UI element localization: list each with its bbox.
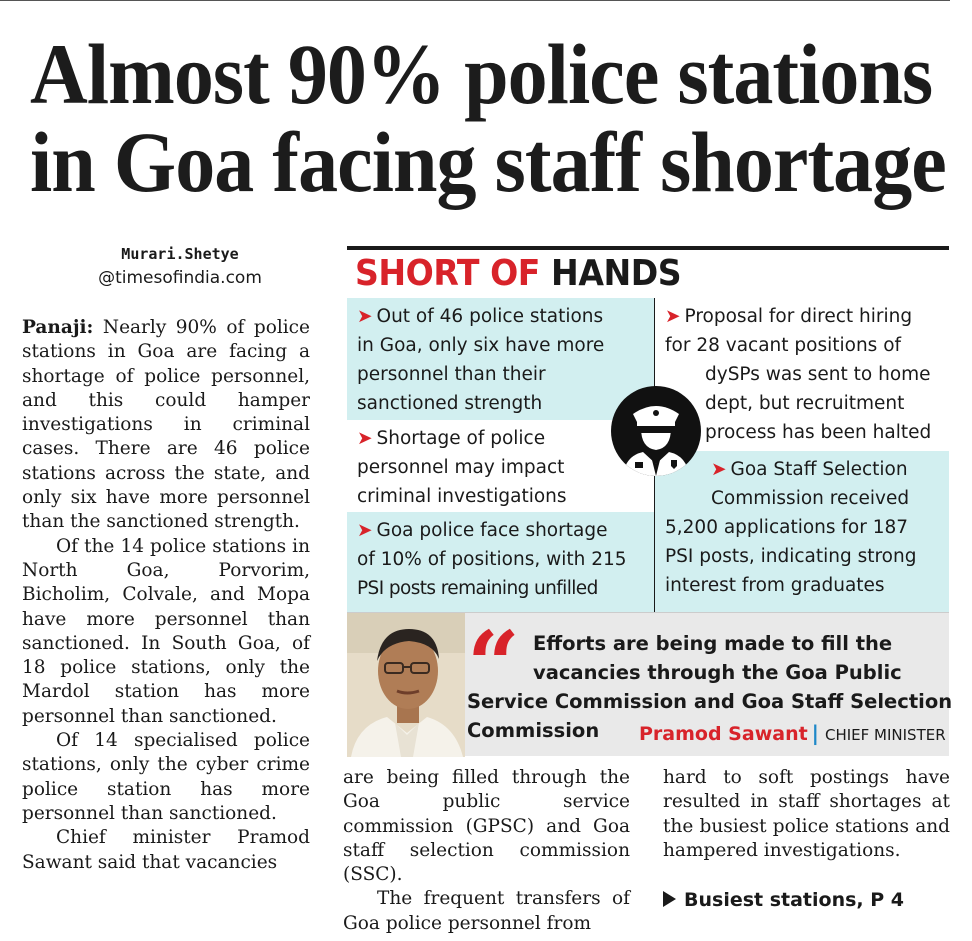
quote-line: Service Commission and Goa Staff Selecti… — [467, 690, 953, 713]
top-rule — [0, 0, 950, 4]
infobox-item: ➤ Shortage of police personnel may impact… — [347, 420, 654, 512]
article-column-2: are being filled through the Goa public … — [343, 766, 630, 936]
infobox-item: ➤ Out of 46 police stations in Goa, only … — [347, 298, 654, 420]
article-column-3: hard to soft postings have resulted in s… — [663, 766, 950, 863]
play-arrow-icon — [663, 891, 676, 907]
infobox-line: dySPs was sent to home — [705, 364, 931, 385]
crossref-text: Busiest stations, P 4 — [684, 889, 905, 911]
quote-marks-icon: “ — [467, 611, 520, 719]
infobox-line: Goa police face shortage — [376, 520, 608, 541]
infobox-rule — [347, 246, 949, 250]
chevron-right-icon: ➤ — [357, 520, 373, 541]
infobox-line: dept, but recruitment — [705, 393, 905, 414]
article-paragraph-7: hard to soft postings have resulted in s… — [663, 767, 950, 861]
separator: | — [811, 721, 819, 745]
infobox-line: Out of 46 police stations — [376, 306, 604, 327]
infobox-line: criminal investigations — [357, 486, 567, 507]
article-paragraph-3: Of 14 specialised police stations, only … — [22, 730, 310, 824]
crossref-link[interactable]: Busiest stations, P 4 — [663, 889, 904, 911]
byline-email: @timesofindia.com — [98, 268, 262, 288]
infobox-line: interest from graduates — [665, 575, 885, 596]
infobox-line: personnel may impact — [357, 457, 565, 478]
infobox-line: Proposal for direct hiring — [684, 306, 913, 327]
infobox-item: ➤ Goa police face shortage of 10% of posi… — [347, 512, 654, 612]
article-column-1: Panaji: Nearly 90% of police stations in… — [22, 316, 310, 875]
chevron-right-icon: ➤ — [711, 459, 727, 480]
infobox-item: ➤ Proposal for direct hiring for 28 vacan… — [654, 298, 949, 451]
article-paragraph-6: The frequent transfers of Goa police per… — [343, 888, 630, 934]
speaker-role: CHIEF MINISTER — [824, 726, 946, 744]
police-officer-icon — [611, 386, 701, 476]
infobox-line: personnel than their — [357, 364, 546, 385]
infobox-line: 5,200 applications for 187 — [665, 517, 909, 538]
infobox-line: Commission received — [711, 488, 910, 509]
infobox-line: process has been halted — [705, 422, 932, 443]
infobox-line: sanctioned strength — [357, 393, 543, 414]
infobox-line: PSI posts remaining unfilled — [357, 578, 598, 599]
dateline: Panaji: — [22, 317, 94, 338]
infobox-item: ➤ Goa Staff Selection Commission received… — [654, 451, 949, 612]
byline: Murari.Shetye @timesofindia.com — [60, 242, 300, 290]
quote-text: Efforts are being made to fill the vacan… — [467, 629, 953, 745]
infobox-line: of 10% of positions, with 215 — [357, 549, 627, 570]
chevron-right-icon: ➤ — [357, 428, 373, 449]
chevron-right-icon: ➤ — [357, 306, 373, 327]
speaker-photo — [347, 613, 465, 757]
quote-attribution: Pramod Sawant | CHIEF MINISTER — [639, 721, 946, 745]
article-paragraph-1: Panaji: Nearly 90% of police stations in… — [22, 316, 310, 535]
article-paragraph-1-text: Nearly 90% of police stations in Goa are… — [22, 317, 310, 533]
infobox-title-dark: HANDS — [551, 253, 682, 294]
infobox-title-red: SHORT OF — [355, 253, 540, 294]
speaker-name: Pramod Sawant — [639, 723, 808, 745]
article-paragraph-5: are being filled through the Goa public … — [343, 767, 630, 886]
article-paragraph-2: Of the 14 police stations in North Goa, … — [22, 535, 310, 727]
infobox-grid: ➤ Out of 46 police stations in Goa, only … — [347, 298, 949, 612]
quote-line: Efforts are being made to fill the — [533, 632, 893, 655]
headline-line-2: in Goa facing staff shortage — [30, 114, 947, 210]
quote-box: “ Efforts are being made to fill the vac… — [347, 611, 953, 757]
byline-name: Murari.Shetye — [121, 245, 239, 263]
infobox-line: Goa Staff Selection — [730, 459, 908, 480]
quote-line: vacancies through the Goa Public — [533, 661, 902, 684]
infobox-line: in Goa, only six have more — [357, 335, 605, 356]
infobox-title: SHORT OF HANDS — [355, 253, 682, 294]
chevron-right-icon: ➤ — [665, 306, 681, 327]
article-paragraph-4: Chief minister Pramod Sawant said that v… — [22, 827, 310, 873]
quote-line: Commission — [467, 719, 600, 742]
infobox-line: Shortage of police — [376, 428, 546, 449]
headline-line-1: Almost 90% police stations — [30, 26, 933, 122]
infobox-line: for 28 vacant positions of — [665, 335, 902, 356]
infobox-line: PSI posts, indicating strong — [665, 546, 917, 567]
headline: Almost 90% police stations in Goa facing… — [30, 26, 947, 210]
